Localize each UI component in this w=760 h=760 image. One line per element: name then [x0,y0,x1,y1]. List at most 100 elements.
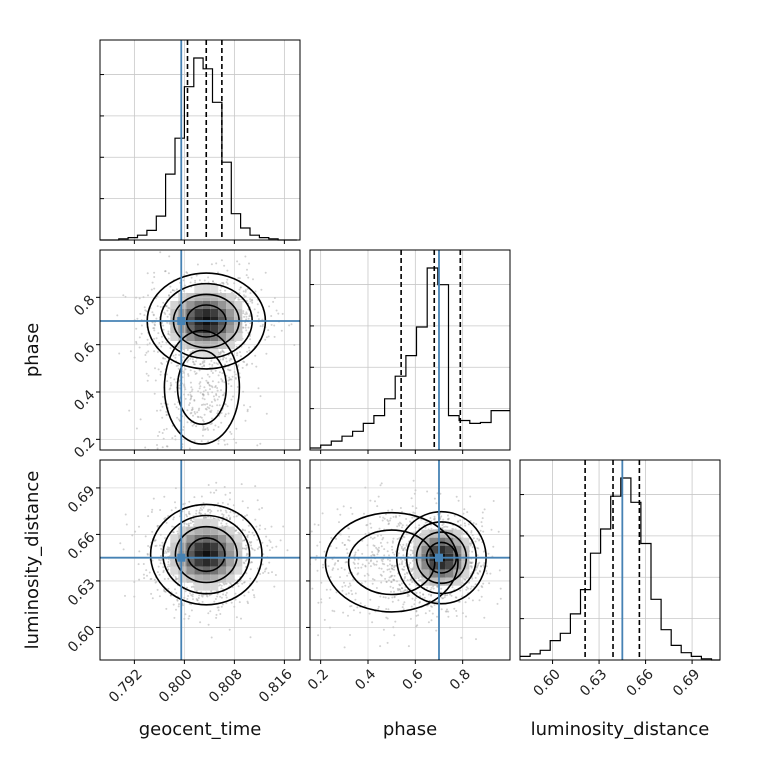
scatter-point [477,562,480,565]
scatter-point [426,490,429,493]
panel-frame-2-1 [309,459,511,661]
scatter-point [203,365,206,368]
scatter-point [402,535,405,538]
scatter-point [470,542,473,545]
scatter-point [416,624,419,627]
scatter-point [136,317,139,320]
scatter-point [238,277,241,280]
scatter-point [227,382,230,385]
scatter-point [153,392,156,395]
scatter-point [178,603,180,606]
scatter-point [199,363,202,366]
scatter-point [139,418,142,421]
scatter-point [245,364,248,367]
scatter-point [170,383,173,386]
scatter-point [352,578,355,581]
scatter-point [168,255,171,258]
truth-marker [434,553,443,562]
scatter-point [471,546,474,549]
scatter-point [378,527,381,530]
scatter-point [253,534,256,537]
scatter-point [317,634,320,637]
scatter-point [480,565,483,568]
scatter-point [354,598,357,601]
density-cell [437,561,446,570]
scatter-point [241,366,244,369]
scatter-point [345,561,348,563]
scatter-point [323,550,326,553]
scatter-point [175,365,178,367]
scatter-point [274,574,277,576]
scatter-point [200,594,203,597]
scatter-point [190,395,193,398]
scatter-point [373,554,376,557]
density-cell [445,561,454,570]
scatter-point [357,549,360,552]
scatter-point [252,278,254,281]
scatter-point [389,585,392,588]
scatter-point [457,520,460,523]
scatter-point [163,495,166,498]
scatter-point [247,326,250,329]
scatter-point [175,406,178,409]
scatter-point [388,576,391,579]
scatter-point [177,367,180,370]
scatter-point [202,393,205,396]
scatter-point [166,445,169,448]
scatter-point [409,562,412,564]
scatter-point [290,323,293,326]
scatter-point [173,289,176,292]
scatter-point [399,588,401,591]
density-cell [178,542,187,551]
scatter-point [144,535,147,538]
scatter-point [354,553,357,556]
scatter-point [166,546,169,549]
scatter-point [175,578,178,581]
scatter-point [265,535,268,538]
scatter-point [256,315,259,317]
scatter-point [282,525,285,528]
scatter-point [443,525,446,528]
contour-level-tail [347,529,436,596]
scatter-point [409,549,412,552]
scatter-point [240,483,243,486]
scatter-point [377,549,380,552]
scatter-point [327,565,330,568]
scatter-point [224,493,227,496]
scatter-point [187,359,190,362]
scatter-point [195,360,197,363]
scatter-point [386,641,389,644]
scatter-point [203,428,206,431]
scatter-point [350,605,353,607]
scatter-point [207,484,210,486]
scatter-point [246,514,248,517]
scatter-point [331,609,334,612]
scatter-point [173,616,176,619]
scatter-point [165,373,168,376]
scatter-point [385,616,388,619]
scatter-point [193,440,196,443]
scatter-point [163,311,166,314]
scatter-point [200,404,203,406]
scatter-point [449,593,451,596]
scatter-point [225,591,228,594]
scatter-point [246,552,248,555]
scatter-point [404,546,406,549]
scatter-point [224,509,227,512]
density-cell [178,301,187,309]
scatter-point [167,558,170,561]
scatter-point [161,541,164,544]
scatter-point [432,587,435,590]
scatter-point [258,508,261,511]
scatter-point [230,601,233,604]
scatter-point [487,552,490,555]
scatter-point [226,278,229,281]
scatter-point [201,362,204,365]
scatter-point [372,553,374,556]
scatter-point [175,288,178,291]
scatter-point [443,596,446,599]
scatter-point [173,403,176,406]
scatter-point [197,409,200,412]
scatter-point [224,403,227,406]
scatter-point [195,274,198,277]
